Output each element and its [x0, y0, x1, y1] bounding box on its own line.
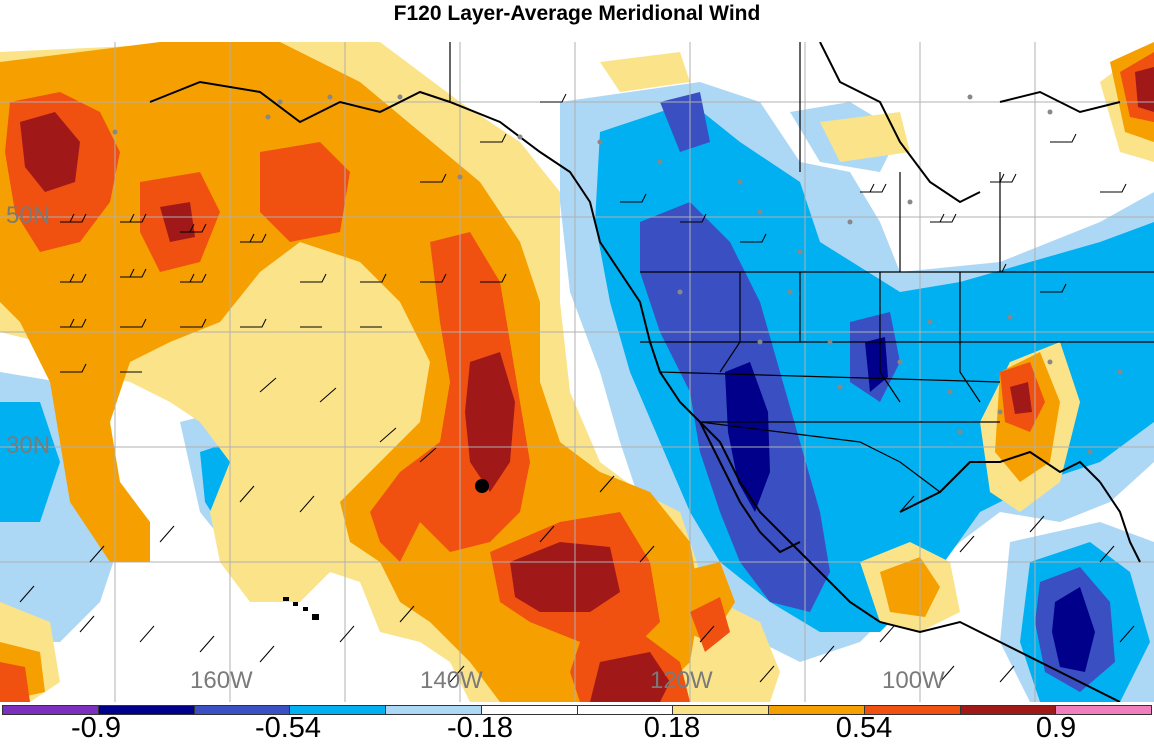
lat-label-30n: 30N — [6, 432, 51, 459]
political-borders — [449, 42, 1154, 493]
colorbar-swatch — [3, 706, 99, 714]
colorbar-swatch — [290, 706, 386, 714]
colorbar-swatch — [98, 706, 195, 714]
lon-label-140w: 140W — [420, 667, 483, 694]
coastlines — [149, 42, 1141, 702]
lon-label-100w: 100W — [882, 667, 945, 694]
hawaii-islands — [283, 597, 319, 620]
map-panel — [0, 42, 1154, 702]
colorbar-swatch — [194, 706, 291, 714]
colorbar — [2, 705, 1152, 715]
strong-neg-field — [725, 337, 1095, 672]
grid-lines — [0, 42, 1154, 702]
colorbar-tick: 0.9 — [1035, 712, 1077, 744]
lon-label-160w: 160W — [190, 667, 253, 694]
colorbar-tick: -0.9 — [71, 712, 121, 744]
strong-pos-field — [20, 67, 1154, 702]
colorbar-swatch — [577, 706, 674, 714]
lat-label-50n: 50N — [6, 202, 51, 229]
colorbar-swatch — [386, 706, 482, 714]
station-dots — [112, 94, 1123, 455]
colorbar-swatch — [864, 706, 961, 714]
colorbar-tick: 0.54 — [835, 712, 893, 744]
colorbar-tick: -0.54 — [254, 712, 322, 744]
colorbar-swatch — [1056, 706, 1151, 714]
colorbar-swatch — [769, 706, 865, 714]
lon-label-120w: 120W — [650, 667, 713, 694]
colorbar-tick: -0.18 — [446, 712, 514, 744]
colorbar-tick: 0.18 — [643, 712, 701, 744]
colorbar-swatch — [673, 706, 769, 714]
map-title: F120 Layer-Average Meridional Wind — [393, 2, 761, 25]
colorbar-swatch — [481, 706, 578, 714]
colorbar-swatch — [960, 706, 1057, 714]
wind-barbs — [19, 93, 1135, 683]
storm-center-dot — [475, 479, 489, 493]
meridional-wind-map — [0, 42, 1154, 702]
